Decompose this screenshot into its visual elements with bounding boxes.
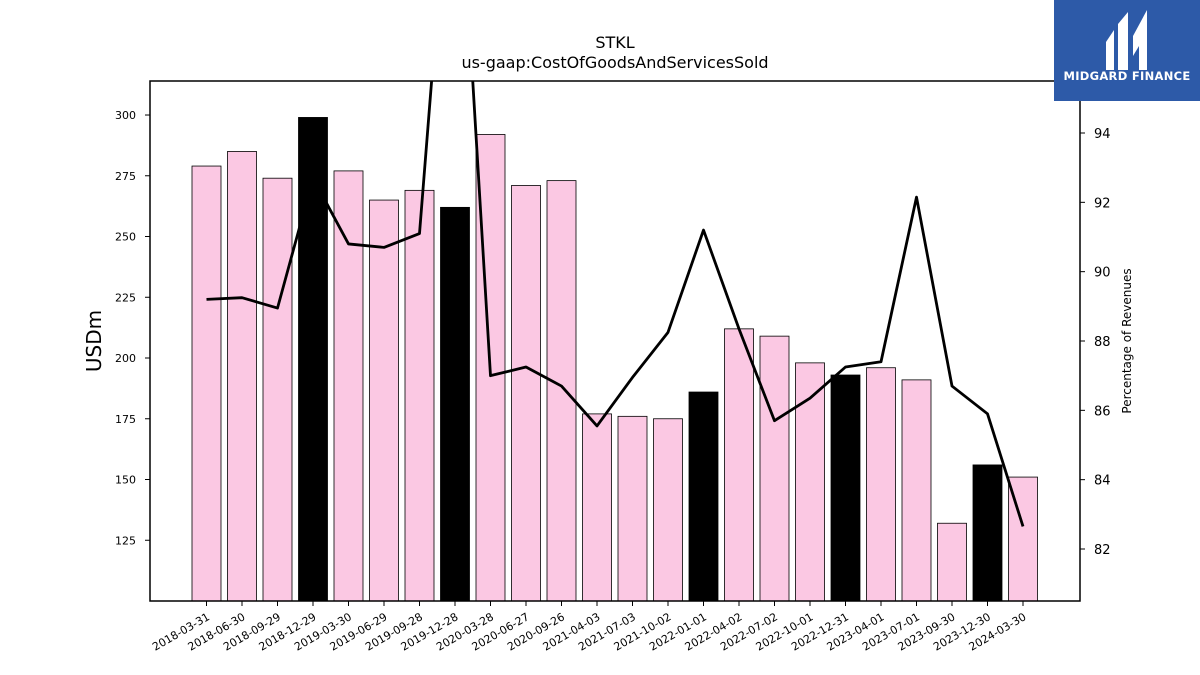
bar-2018-03-31 (191, 165, 222, 602)
bar-2019-03-30 (333, 170, 364, 602)
bar-2023-09-30 (937, 522, 967, 602)
left-axis: 125 150 175 200 225 250 275 300 (115, 109, 150, 547)
bar-2024-03-30 (1008, 476, 1038, 602)
y2-tick-label: 86 (1094, 404, 1111, 419)
bar-2022-01-01 (688, 391, 719, 602)
line-series (206, 81, 1025, 527)
bar-2018-09-29 (262, 177, 293, 602)
y-tick-label: 225 (115, 291, 136, 304)
brand-logo: MIDGARD FINANCE (1054, 0, 1200, 101)
bar-2018-12-29 (298, 117, 328, 602)
y-tick-label: 275 (115, 170, 136, 183)
y2-tick-label: 92 (1094, 196, 1111, 211)
logo-mark-icon (1106, 10, 1147, 70)
chart-subtitle: us-gaap:CostOfGoodsAndServicesSold (461, 53, 768, 72)
y-tick-label: 250 (115, 231, 136, 244)
bar-2020-09-26 (546, 180, 577, 602)
y-tick-label: 300 (115, 109, 136, 122)
y-tick-label: 200 (115, 352, 136, 365)
y-tick-label: 125 (115, 534, 136, 547)
y2-tick-label: 82 (1094, 543, 1111, 558)
y2-tick-label: 94 (1094, 127, 1111, 142)
bar-2020-06-27 (511, 185, 541, 602)
bar-series (191, 117, 1038, 602)
percentage-line (206, 81, 1025, 527)
bar-2023-07-01 (901, 379, 932, 602)
y2-tick-label: 88 (1094, 335, 1111, 350)
y2-tick-label: 90 (1094, 266, 1111, 281)
right-axis: 82 84 86 88 90 92 94 (1080, 127, 1111, 558)
bar-2019-09-28 (404, 189, 435, 602)
y-tick-label: 150 (115, 474, 136, 487)
x-axis: 2018-03-312018-06-302018-09-292018-12-29… (150, 601, 1029, 654)
y-tick-label: 175 (115, 413, 136, 426)
bar-2018-06-30 (227, 151, 257, 602)
bar-2022-07-02 (759, 335, 790, 602)
bar-2021-07-03 (617, 415, 648, 602)
bar-2023-12-30 (972, 464, 1003, 602)
bar-2021-04-03 (582, 413, 612, 602)
y-axis-label: USDm (82, 310, 106, 372)
bar-2022-12-31 (830, 374, 861, 602)
bar-2022-04-02 (724, 328, 754, 602)
chart-title: STKL (595, 33, 634, 52)
bar-2022-10-01 (795, 362, 825, 602)
logo-text: MIDGARD FINANCE (1063, 69, 1191, 83)
bar-2021-10-02 (653, 418, 683, 602)
bar-2019-12-28 (440, 206, 470, 602)
y2-tick-label: 84 (1094, 474, 1111, 489)
bar-2023-04-01 (866, 367, 896, 602)
y2-axis-label: Percentage of Revenues (1120, 268, 1134, 413)
plot-frame (149, 80, 1081, 602)
bar-2019-06-29 (369, 199, 399, 602)
